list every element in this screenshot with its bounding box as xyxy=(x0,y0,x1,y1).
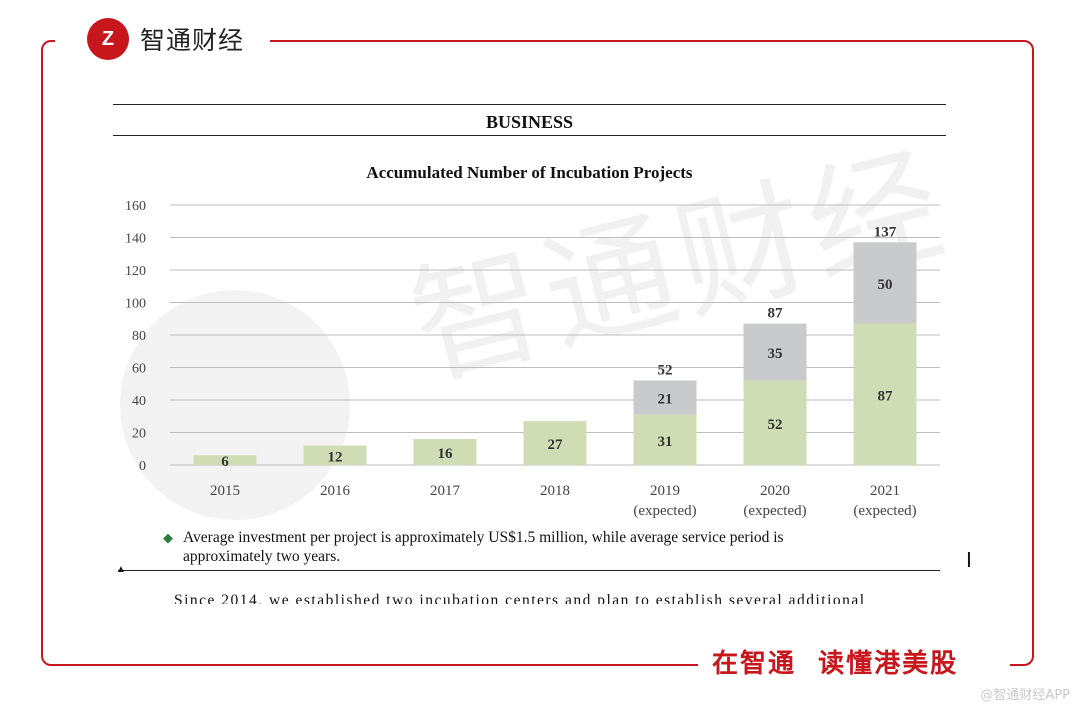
bar-segment-base xyxy=(523,421,587,465)
y-tick-label: 160 xyxy=(125,199,146,214)
bar-segment-additional xyxy=(853,242,917,324)
bar-segment-base xyxy=(193,455,257,465)
watermark-logo xyxy=(120,290,350,520)
x-tick-label: 2021 xyxy=(870,483,900,499)
bar-segment-base xyxy=(633,414,697,465)
bar-value-label: 12 xyxy=(328,449,343,465)
bar-total-label: 87 xyxy=(768,306,784,322)
chart-title: Accumulated Number of Incubation Project… xyxy=(366,163,693,182)
bar-value-label: 21 xyxy=(658,392,673,408)
x-tick-label: 2016 xyxy=(320,483,351,499)
bar-value-label: 16 xyxy=(438,446,454,462)
frame-gap-bottom xyxy=(698,650,1010,680)
bar-value-label: 87 xyxy=(878,388,894,404)
header-rule-top xyxy=(113,104,946,105)
y-tick-label: 120 xyxy=(125,264,146,279)
bar-segment-additional xyxy=(633,380,697,415)
x-tick-label: 2019 xyxy=(650,483,680,499)
footnote-rule xyxy=(118,570,940,571)
bar-total-label: 52 xyxy=(658,363,673,379)
y-tick-label: 40 xyxy=(132,394,146,409)
arrow-marker-icon: ▲ xyxy=(116,564,126,575)
bar-value-label: 27 xyxy=(548,437,564,453)
brand-name: 智通财经 xyxy=(140,26,245,55)
footnote-line-1: Average investment per project is approx… xyxy=(183,529,784,546)
y-tick-label: 20 xyxy=(132,427,146,442)
bar-value-label: 35 xyxy=(768,346,783,362)
x-tick-label: 2018 xyxy=(540,483,570,499)
x-tick-sublabel: (expected) xyxy=(853,503,916,519)
red-frame xyxy=(41,40,1034,666)
cut-off-paragraph: Since 2014, we established two incubatio… xyxy=(174,592,866,604)
footnote-line-2: approximately two years. xyxy=(183,548,341,565)
y-tick-label: 60 xyxy=(132,362,146,377)
x-tick-sublabel: (expected) xyxy=(743,503,806,519)
y-tick-label: 0 xyxy=(139,459,146,474)
diamond-bullet-icon: ◆ xyxy=(163,530,173,545)
x-tick-label: 2015 xyxy=(210,483,240,499)
bar-segment-additional xyxy=(743,323,807,381)
bar-segment-base xyxy=(413,439,477,465)
bar-total-label: 137 xyxy=(874,224,897,240)
y-tick-label: 100 xyxy=(125,297,146,312)
x-tick-label: 2020 xyxy=(760,483,790,499)
bar-value-label: 31 xyxy=(658,434,673,450)
bar-segment-base xyxy=(743,380,807,465)
slogan: 在智通 读懂港美股 xyxy=(712,649,959,679)
brand-logo-icon: Z xyxy=(87,18,129,60)
x-tick-label: 2017 xyxy=(430,483,461,499)
bar-segment-base xyxy=(853,323,917,465)
bar-segment-base xyxy=(303,445,367,465)
credit-text: @智通财经APP xyxy=(980,688,1070,703)
y-tick-label: 80 xyxy=(132,329,146,344)
bar-value-label: 6 xyxy=(221,454,229,470)
x-tick-sublabel: (expected) xyxy=(633,503,696,519)
y-tick-label: 140 xyxy=(125,232,146,247)
text-cursor-icon: I xyxy=(966,548,972,572)
bar-value-label: 52 xyxy=(768,417,783,433)
section-title: BUSINESS xyxy=(485,112,574,132)
header-rule-bottom xyxy=(113,135,946,136)
footnote: ◆ Average investment per project is appro… xyxy=(163,528,923,566)
bar-value-label: 50 xyxy=(878,277,893,293)
